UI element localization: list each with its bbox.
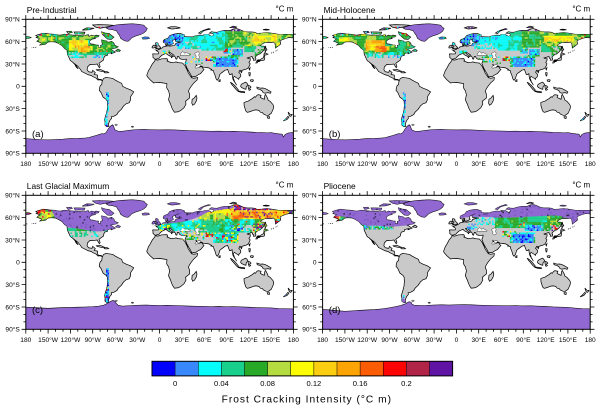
svg-text:120°E: 120°E — [240, 336, 259, 344]
svg-text:0: 0 — [455, 161, 459, 168]
svg-text:0: 0 — [313, 260, 317, 267]
svg-text:180: 180 — [317, 161, 328, 168]
svg-text:30°E: 30°E — [472, 160, 487, 168]
svg-text:30°N: 30°N — [302, 236, 317, 244]
svg-text:120°E: 120°E — [537, 336, 556, 344]
svg-text:0: 0 — [16, 260, 20, 267]
svg-text:30°E: 30°E — [175, 160, 190, 168]
svg-text:90°S: 90°S — [302, 326, 317, 334]
svg-text:60°E: 60°E — [494, 160, 509, 168]
svg-text:30°S: 30°S — [302, 281, 317, 289]
svg-text:90°S: 90°S — [302, 150, 317, 158]
svg-text:60°W: 60°W — [404, 160, 421, 168]
svg-text:120°E: 120°E — [537, 160, 556, 168]
svg-text:90°S: 90°S — [5, 326, 20, 334]
svg-text:150°W: 150°W — [38, 160, 59, 168]
svg-text:60°S: 60°S — [5, 127, 20, 135]
svg-text:90°N: 90°N — [302, 192, 317, 200]
svg-text:30°W: 30°W — [426, 336, 443, 344]
svg-text:150°E: 150°E — [262, 336, 281, 344]
svg-text:0: 0 — [158, 161, 162, 168]
svg-text:120°W: 120°W — [357, 336, 378, 344]
svg-text:0.12: 0.12 — [307, 379, 322, 388]
svg-text:60°E: 60°E — [197, 336, 212, 344]
svg-text:0: 0 — [173, 379, 177, 388]
svg-text:°C m: °C m — [276, 5, 294, 14]
svg-text:60°S: 60°S — [302, 127, 317, 135]
svg-text:90°W: 90°W — [85, 336, 102, 344]
svg-text:30°N: 30°N — [5, 60, 20, 68]
svg-text:30°E: 30°E — [472, 336, 487, 344]
svg-text:0: 0 — [313, 84, 317, 91]
svg-text:60°W: 60°W — [404, 336, 421, 344]
svg-text:30°S: 30°S — [302, 105, 317, 113]
svg-text:60°E: 60°E — [494, 336, 509, 344]
svg-text:90°W: 90°W — [381, 160, 398, 168]
svg-text:60°W: 60°W — [107, 336, 124, 344]
svg-text:30°S: 30°S — [5, 105, 20, 113]
svg-text:60°N: 60°N — [302, 38, 317, 46]
svg-text:30°N: 30°N — [302, 60, 317, 68]
svg-text:°C m: °C m — [572, 5, 590, 14]
svg-text:Mid-Holocene: Mid-Holocene — [324, 5, 376, 15]
svg-text:90°E: 90°E — [516, 160, 531, 168]
svg-text:(d): (d) — [329, 305, 341, 316]
svg-text:30°W: 30°W — [129, 336, 146, 344]
svg-text:120°W: 120°W — [357, 160, 378, 168]
svg-text:180: 180 — [20, 337, 31, 344]
svg-text:180: 180 — [585, 161, 596, 168]
svg-text:90°E: 90°E — [219, 160, 234, 168]
svg-text:60°N: 60°N — [302, 214, 317, 222]
svg-text:150°W: 150°W — [335, 336, 356, 344]
svg-text:60°W: 60°W — [107, 160, 124, 168]
svg-text:60°N: 60°N — [5, 214, 20, 222]
svg-text:150°E: 150°E — [559, 336, 578, 344]
svg-text:0: 0 — [158, 337, 162, 344]
svg-text:°C m: °C m — [276, 181, 294, 190]
svg-text:30°S: 30°S — [5, 281, 20, 289]
svg-text:150°W: 150°W — [38, 336, 59, 344]
svg-text:(a): (a) — [32, 129, 44, 140]
svg-text:0: 0 — [16, 84, 20, 91]
svg-text:90°W: 90°W — [381, 336, 398, 344]
svg-text:180: 180 — [20, 161, 31, 168]
svg-text:(b): (b) — [329, 129, 341, 140]
svg-text:60°N: 60°N — [5, 38, 20, 46]
svg-text:180: 180 — [288, 337, 299, 344]
svg-text:Frost Cracking Intensity (°C m: Frost Cracking Intensity (°C m) — [222, 394, 392, 405]
svg-text:90°N: 90°N — [5, 192, 20, 200]
svg-text:30°E: 30°E — [175, 336, 190, 344]
svg-text:90°N: 90°N — [5, 16, 20, 24]
svg-text:150°W: 150°W — [335, 160, 356, 168]
svg-text:60°S: 60°S — [5, 303, 20, 311]
svg-text:90°N: 90°N — [302, 16, 317, 24]
svg-text:30°N: 30°N — [5, 236, 20, 244]
svg-text:0.16: 0.16 — [353, 379, 368, 388]
svg-text:0.08: 0.08 — [260, 379, 275, 388]
svg-text:60°S: 60°S — [302, 303, 317, 311]
svg-text:180: 180 — [585, 337, 596, 344]
svg-text:30°W: 30°W — [129, 160, 146, 168]
svg-text:(c): (c) — [32, 305, 43, 316]
svg-text:150°E: 150°E — [559, 160, 578, 168]
svg-text:0.2: 0.2 — [401, 379, 412, 388]
svg-text:Pre-Industrial: Pre-Industrial — [27, 5, 77, 15]
svg-text:120°W: 120°W — [60, 336, 81, 344]
svg-text:90°W: 90°W — [85, 160, 102, 168]
svg-text:60°E: 60°E — [197, 160, 212, 168]
svg-text:Pliocene: Pliocene — [324, 181, 356, 191]
svg-text:90°E: 90°E — [516, 336, 531, 344]
svg-text:90°S: 90°S — [5, 150, 20, 158]
svg-text:180: 180 — [317, 337, 328, 344]
svg-text:30°W: 30°W — [426, 160, 443, 168]
svg-text:°C m: °C m — [572, 181, 590, 190]
svg-text:Last Glacial Maximum: Last Glacial Maximum — [27, 181, 109, 191]
svg-text:90°E: 90°E — [219, 336, 234, 344]
svg-text:0: 0 — [455, 337, 459, 344]
svg-text:120°W: 120°W — [60, 160, 81, 168]
svg-text:0.04: 0.04 — [214, 379, 229, 388]
svg-text:120°E: 120°E — [240, 160, 259, 168]
svg-text:150°E: 150°E — [262, 160, 281, 168]
svg-text:180: 180 — [288, 161, 299, 168]
